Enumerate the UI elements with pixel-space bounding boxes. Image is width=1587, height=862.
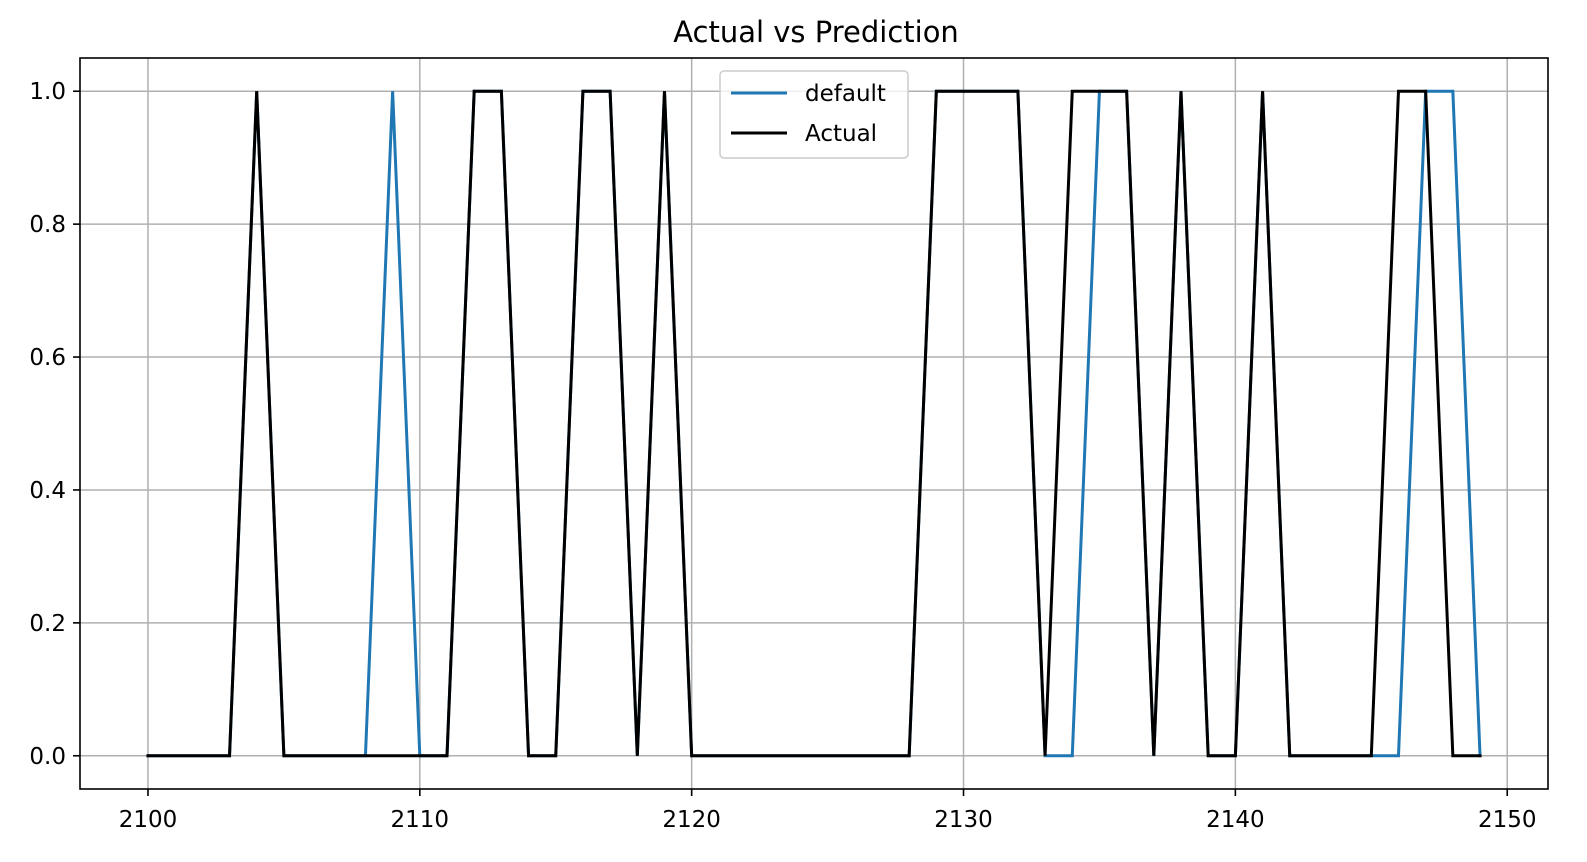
legend-label: Actual: [805, 121, 877, 147]
y-tick-label: 0.2: [29, 611, 66, 637]
x-axis: 2100 2110 2120 2130 2140 2150: [119, 789, 1537, 833]
x-tick-label: 2120: [662, 807, 721, 833]
series-layer: [146, 89, 1482, 758]
plot-frame: [79, 57, 1549, 790]
y-tick-label: 0.8: [29, 212, 66, 238]
x-tick-label: 2130: [934, 807, 993, 833]
x-tick-label: 2150: [1478, 807, 1537, 833]
chart-title: Actual vs Prediction: [673, 15, 959, 49]
y-tick-label: 0.6: [29, 345, 66, 371]
y-tick-label: 0.0: [29, 744, 66, 770]
x-tick-label: 2100: [119, 807, 178, 833]
y-tick-label: 1.0: [29, 79, 66, 105]
x-tick-label: 2110: [391, 807, 450, 833]
x-tick-label: 2140: [1206, 807, 1265, 833]
y-axis: 0.0 0.2 0.4 0.6 0.8 1.0: [29, 79, 80, 770]
legend: default Actual: [719, 70, 909, 159]
legend-label: default: [805, 81, 886, 107]
y-tick-label: 0.4: [29, 478, 66, 504]
series-line-actual: [146, 89, 1482, 758]
